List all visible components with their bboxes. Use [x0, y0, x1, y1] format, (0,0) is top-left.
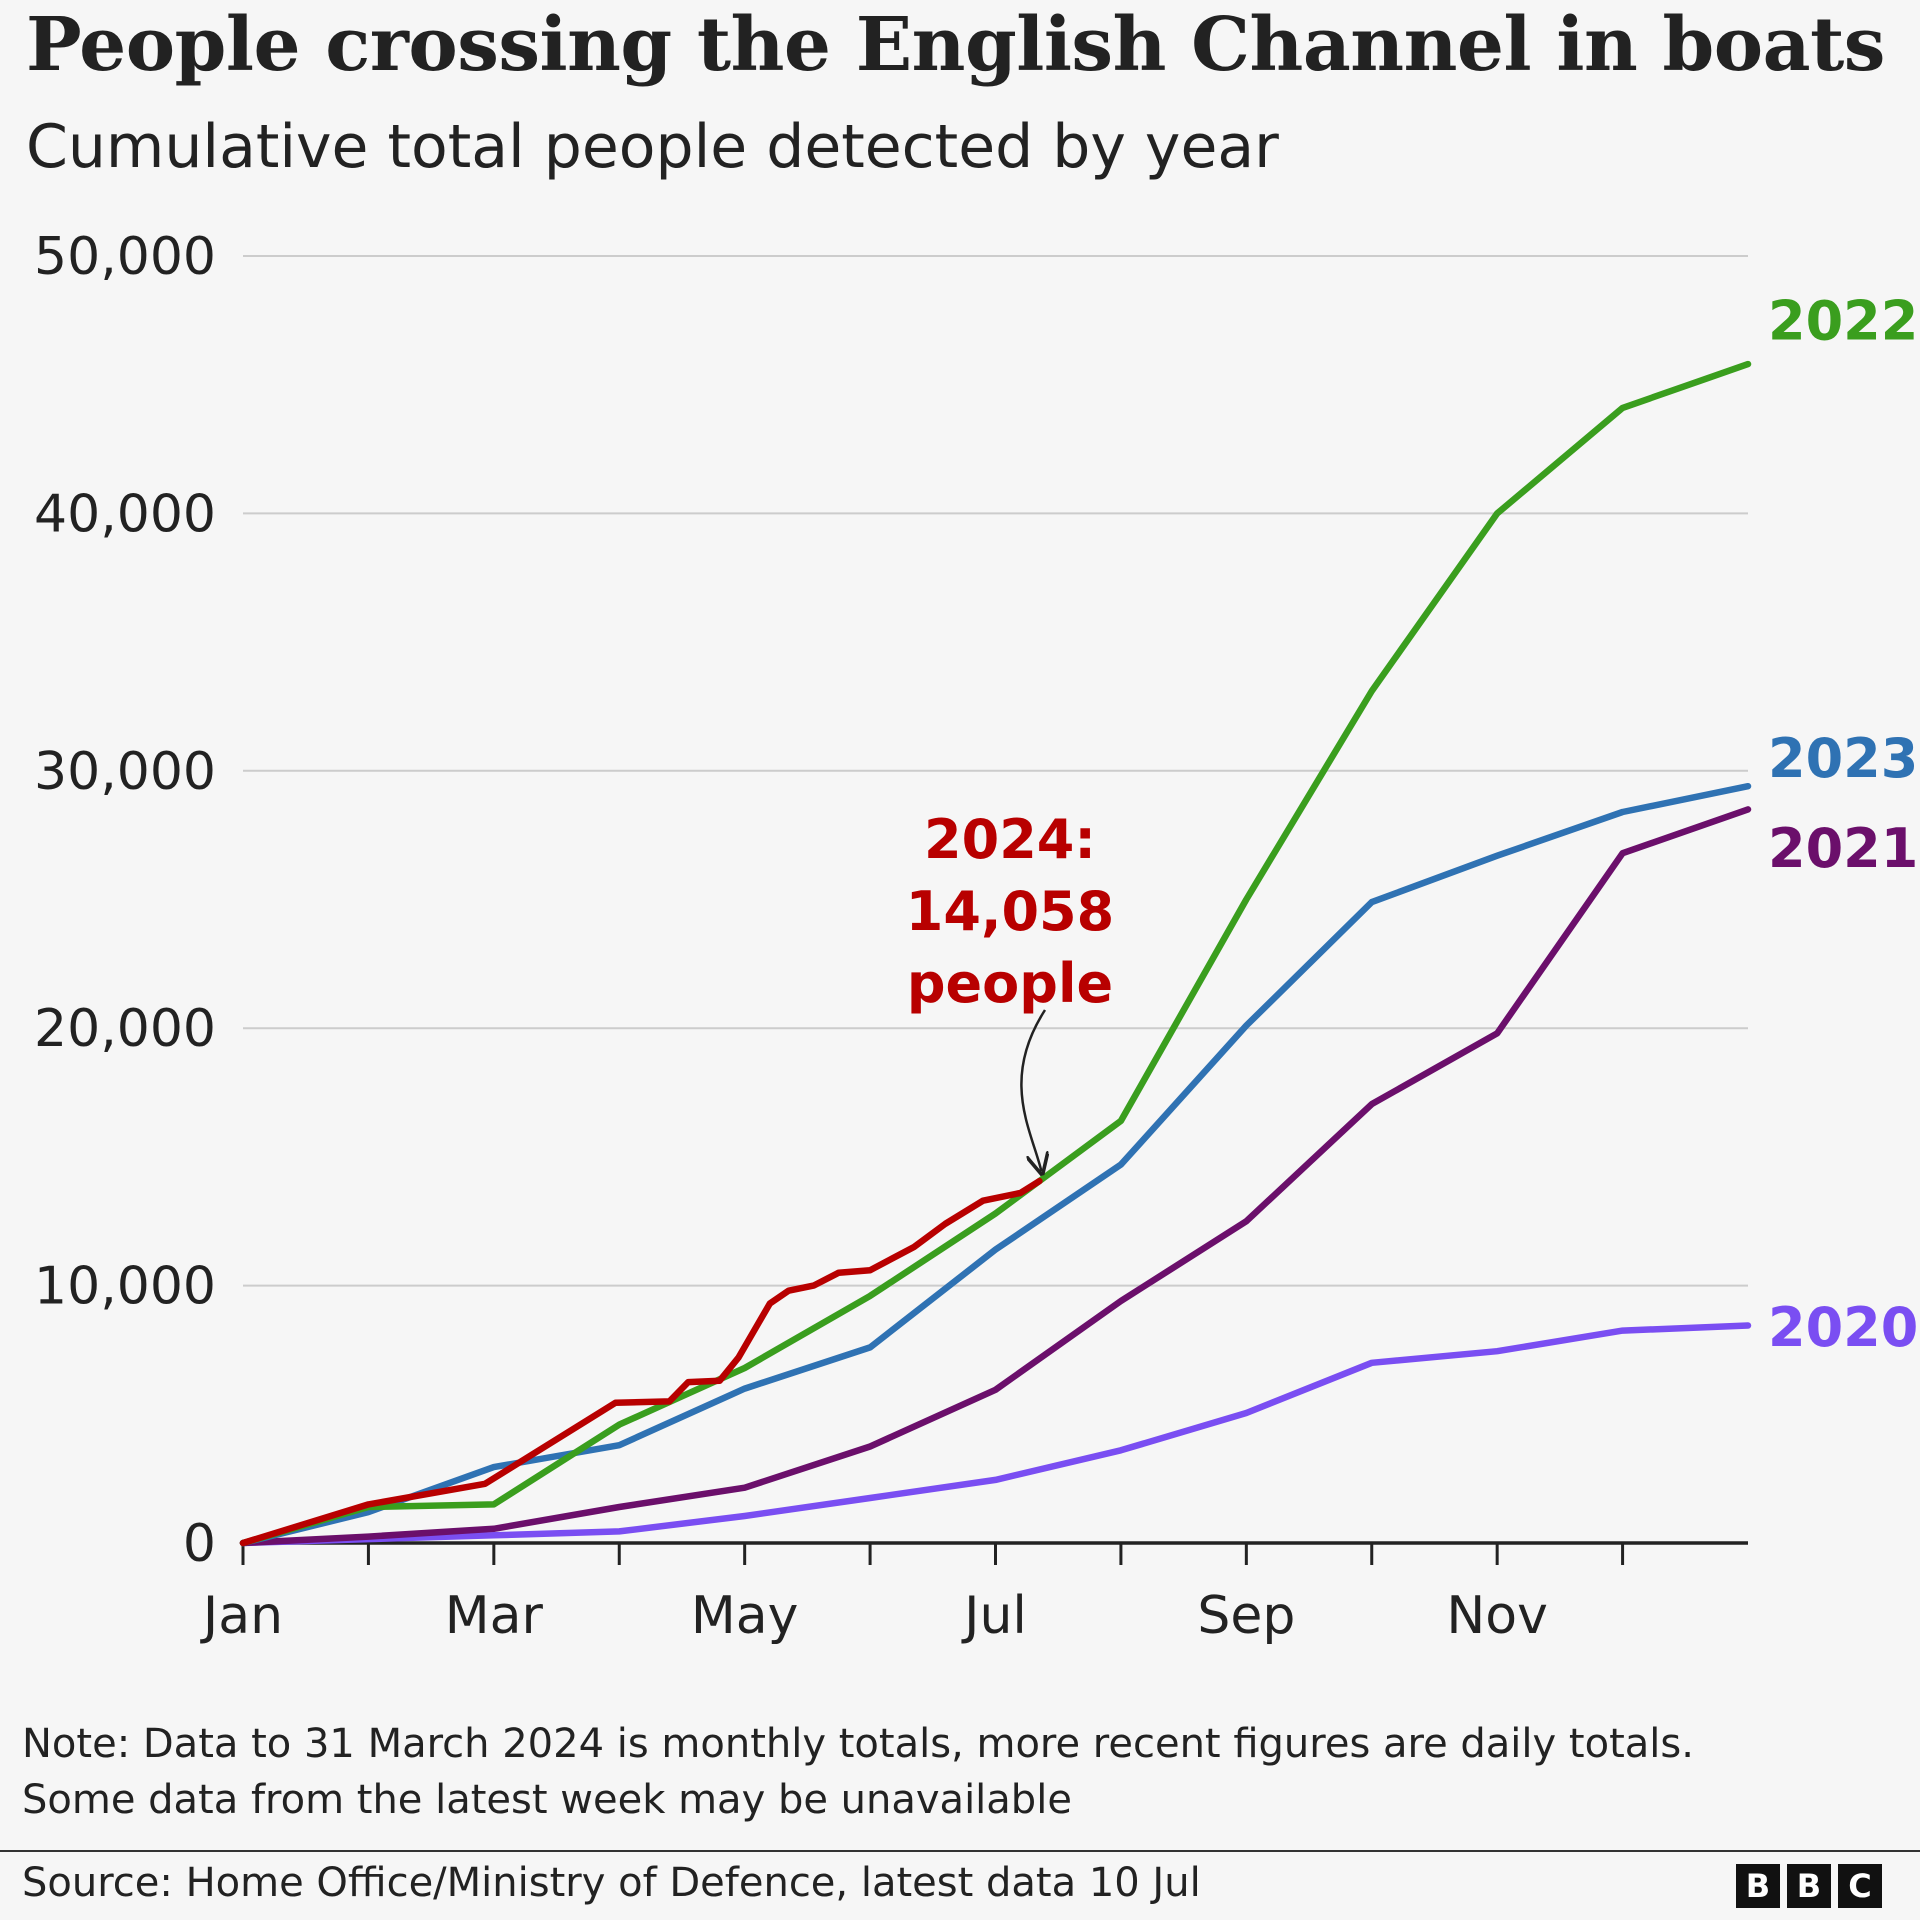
series-line-2024	[239, 1177, 1043, 1547]
chart-title: People crossing the English Channel in b…	[26, 2, 1885, 88]
annotation-arrow	[1020, 1009, 1045, 1171]
x-tick-label: Jul	[961, 1586, 1027, 1646]
series-label-2023: 2023	[1768, 727, 1918, 790]
y-tick-label: 30,000	[34, 742, 216, 802]
note-line-1: Note: Data to 31 March 2024 is monthly t…	[22, 1721, 1694, 1767]
source-text: Source: Home Office/Ministry of Defence,…	[22, 1860, 1201, 1906]
x-tick-label: Mar	[445, 1586, 544, 1646]
y-tick-label: 50,000	[34, 227, 216, 287]
bbc-logo-letter: B	[1787, 1864, 1831, 1908]
footer-divider	[0, 1850, 1920, 1852]
series-line-2023	[239, 782, 1752, 1547]
x-tick-label: Sep	[1197, 1586, 1295, 1646]
y-tick-label: 0	[183, 1514, 216, 1574]
bbc-logo: B B C	[1736, 1864, 1882, 1908]
series-label-2021: 2021	[1768, 817, 1918, 880]
y-tick-label: 40,000	[34, 484, 216, 544]
line-chart: 0 10,000 20,000 30,000 40,000 50,000 Jan Mar May…	[34, 227, 1918, 1646]
note-line-2: Some data from the latest week may be un…	[22, 1777, 1072, 1823]
x-tick-label: May	[691, 1586, 799, 1646]
bbc-logo-letter: C	[1838, 1864, 1882, 1908]
annotation-text-line: 14,058	[906, 880, 1114, 943]
series-line-2021	[239, 806, 1752, 1547]
x-tick-label: Nov	[1446, 1586, 1548, 1646]
y-tick-label: 20,000	[34, 999, 216, 1059]
x-tick-label: Jan	[200, 1586, 283, 1646]
chart-note: Note: Data to 31 March 2024 is monthly t…	[22, 1716, 1694, 1828]
series-label-2020: 2020	[1768, 1296, 1918, 1359]
annotation-text-line: 2024:	[924, 808, 1096, 871]
annotation-text-line: people	[907, 952, 1113, 1015]
series-line-2022	[239, 360, 1752, 1547]
bbc-logo-letter: B	[1736, 1864, 1780, 1908]
series-label-2022: 2022	[1768, 289, 1918, 352]
series-line-2020	[239, 1322, 1752, 1547]
y-tick-label: 10,000	[34, 1257, 216, 1317]
chart-subtitle: Cumulative total people detected by year	[26, 112, 1279, 182]
